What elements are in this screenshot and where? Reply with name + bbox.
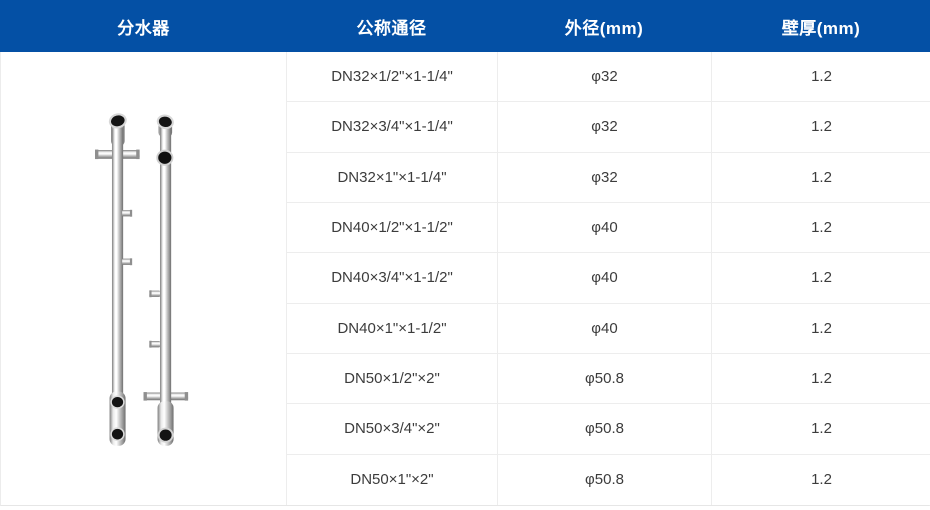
cell-nominal-diameter: DN40×3/4"×1-1/2" — [286, 253, 497, 304]
cell-nominal-diameter: DN50×1"×2" — [286, 454, 497, 505]
cell-wall-thickness: 1.2 — [711, 303, 930, 354]
cell-nominal-diameter: DN40×1/2"×1-1/2" — [286, 202, 497, 254]
cell-outer-diameter: φ32 — [497, 52, 711, 103]
cell-outer-diameter: φ50.8 — [497, 404, 711, 455]
cell-nominal-diameter: DN32×1"×1-1/4" — [286, 152, 497, 203]
cell-nominal-diameter: DN50×1/2"×2" — [286, 353, 497, 405]
cell-outer-diameter: φ40 — [497, 253, 711, 304]
column-header-outer-diameter: 外径(mm) — [496, 0, 712, 52]
cell-wall-thickness: 1.2 — [711, 404, 930, 455]
cell-wall-thickness: 1.2 — [711, 152, 930, 203]
cell-outer-diameter: φ32 — [497, 102, 711, 153]
cell-wall-thickness: 1.2 — [711, 253, 930, 304]
cell-outer-diameter: φ40 — [497, 303, 711, 354]
cell-nominal-diameter: DN50×3/4"×2" — [286, 404, 497, 455]
cell-wall-thickness: 1.2 — [711, 353, 930, 405]
cell-nominal-diameter: DN40×1"×1-1/2" — [286, 303, 497, 354]
cell-nominal-diameter: DN32×3/4"×1-1/4" — [286, 102, 497, 153]
left-manifold-pipe — [95, 113, 140, 447]
cell-wall-thickness: 1.2 — [711, 102, 930, 153]
right-manifold-pipe — [143, 114, 189, 447]
cell-outer-diameter: φ50.8 — [497, 353, 711, 405]
cell-outer-diameter: φ32 — [497, 152, 711, 203]
manifold-pipes-photo — [95, 113, 189, 447]
manifold-photo-cell — [1, 52, 286, 505]
cell-outer-diameter: φ50.8 — [497, 454, 711, 505]
column-header-wall-thickness: 壁厚(mm) — [710, 0, 930, 52]
cell-outer-diameter: φ40 — [497, 202, 711, 254]
column-header-manifold: 分水器 — [0, 0, 287, 52]
column-header-nominal-diameter: 公称通径 — [285, 0, 498, 52]
cell-nominal-diameter: DN32×1/2"×1-1/4" — [286, 52, 497, 103]
cell-wall-thickness: 1.2 — [711, 202, 930, 254]
cell-wall-thickness: 1.2 — [711, 52, 930, 103]
cell-wall-thickness: 1.2 — [711, 454, 930, 505]
